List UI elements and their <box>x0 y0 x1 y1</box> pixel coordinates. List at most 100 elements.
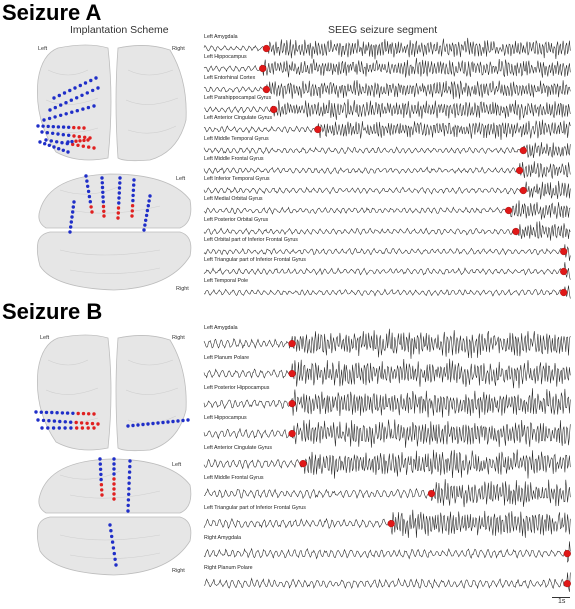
electrode-contact <box>77 126 81 130</box>
seizure-a-axial-brain <box>36 44 187 162</box>
channel-label: Right Amygdala <box>204 535 242 541</box>
electrode-contact <box>64 101 68 105</box>
electrode-contact <box>166 420 170 424</box>
electrode-contact <box>52 419 57 423</box>
electrode-contact <box>130 204 135 208</box>
seizure-onset-marker <box>259 65 267 73</box>
seizure-onset-marker <box>387 520 395 528</box>
eeg-trace-line <box>203 220 571 241</box>
channel-label: Left Entorhinal Cortex <box>204 74 256 81</box>
electrode-contact <box>112 462 116 466</box>
electrode-contact <box>176 419 180 423</box>
channel-label: Left Inferior Temporal Gyrus <box>204 176 270 183</box>
electrode-contact <box>98 462 103 466</box>
electrode-contact <box>53 105 57 110</box>
implantation-scheme-heading: Implantation Scheme <box>70 24 169 36</box>
seizure-onset-marker <box>262 85 271 93</box>
electrode-contact <box>100 493 104 497</box>
electrode-contact <box>83 81 88 85</box>
electrode-contact <box>69 225 73 229</box>
eeg-trace <box>203 200 571 221</box>
electrode-contact <box>132 178 136 182</box>
electrode-contact <box>112 497 116 501</box>
seizure-onset-marker <box>560 247 568 256</box>
electrode-contact <box>64 112 68 116</box>
electrode-contact <box>112 472 116 476</box>
eeg-trace <box>203 119 571 141</box>
eeg-trace <box>203 419 571 448</box>
seizure-onset-marker <box>262 44 271 53</box>
electrode-contact <box>90 421 95 426</box>
electrode-contact <box>57 426 61 430</box>
electrode-contact <box>56 125 61 129</box>
seizure-b-sagittal-brain <box>36 457 192 576</box>
electrode-contact <box>112 457 116 461</box>
electrode-contact <box>146 204 150 208</box>
electrode-contact <box>127 481 131 485</box>
electrode-contact <box>34 410 38 414</box>
electrode-contact <box>51 131 55 135</box>
electrode-contact <box>116 206 121 210</box>
electrode-contact <box>131 198 135 203</box>
electrode-contact <box>128 459 132 463</box>
electrode-contact <box>74 139 78 143</box>
eeg-trace <box>203 262 571 281</box>
eeg-trace-line <box>203 419 571 448</box>
electrode-contact <box>116 211 121 215</box>
electrode-contact <box>96 86 100 90</box>
channel-label: Left Parahippocampal Gyrus <box>204 94 272 101</box>
electrode-contact <box>181 418 185 423</box>
electrode-contact <box>85 421 89 425</box>
electrode-contact <box>161 420 165 425</box>
channel-label: Left Triangular part of Inferior Frontal… <box>204 257 306 264</box>
electrode-contact <box>46 124 50 129</box>
electrode-contact <box>118 181 122 185</box>
electrode-contact <box>113 557 117 561</box>
electrode-contact <box>112 551 117 556</box>
electrode-contact <box>81 411 86 416</box>
electrode-contact <box>127 476 131 480</box>
channel-label: Left Middle Frontal Gyrus <box>204 475 264 481</box>
electrode-contact <box>87 412 91 416</box>
channel-label: Left Hippocampus <box>204 415 247 421</box>
seizure-a-title: Seizure A <box>2 0 102 25</box>
seizure-onset-marker <box>270 105 278 113</box>
electrode-contact <box>87 145 91 149</box>
electrode-contact <box>36 124 40 128</box>
electrode-contact <box>41 124 45 128</box>
electrode-contact <box>127 487 131 491</box>
electrode-contact <box>86 189 91 194</box>
electrode-contact <box>83 135 87 139</box>
electrode-contact <box>130 214 134 218</box>
electrode-contact <box>57 147 61 151</box>
electrode-contact <box>86 184 90 188</box>
electrode-contact <box>101 190 105 194</box>
seizure-onset-marker <box>288 430 296 438</box>
channel-label: Left Amygdala <box>204 34 238 40</box>
electrode-contact <box>117 201 121 205</box>
electrode-contact <box>39 410 43 414</box>
channel-label: Left Orbital part of Inferior Frontal Gy… <box>204 237 298 243</box>
electrode-contact <box>56 132 60 136</box>
electrode-contact <box>126 503 130 508</box>
eeg-trace <box>203 79 571 99</box>
eeg-trace-line <box>203 37 571 60</box>
electrode-contact <box>128 464 132 469</box>
seizure-onset-marker <box>288 400 296 408</box>
seizure-a-axial-right-label: Right <box>172 46 185 52</box>
electrode-contact <box>112 492 116 496</box>
electrode-contact <box>62 91 67 95</box>
eeg-trace-line <box>203 262 571 281</box>
electrode-contact <box>126 509 130 513</box>
electrode-contact <box>45 131 49 135</box>
electrode-contact <box>171 419 175 424</box>
electrode-contact <box>43 142 47 146</box>
electrode-contact <box>111 546 116 550</box>
electrode-contact <box>109 529 113 533</box>
electrode-contact <box>89 205 93 209</box>
eeg-trace-line <box>203 285 571 299</box>
electrode-contact <box>112 467 116 471</box>
eeg-trace <box>203 244 571 261</box>
electrode-contact <box>98 467 103 471</box>
electrode-contact <box>44 138 48 142</box>
